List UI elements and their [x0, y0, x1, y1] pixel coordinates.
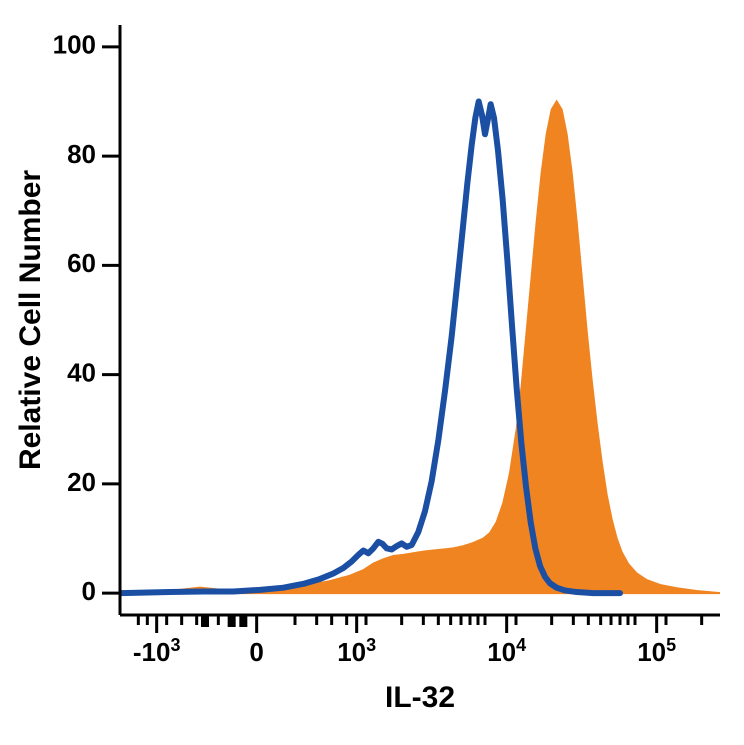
svg-text:100: 100: [53, 30, 96, 60]
svg-text:0: 0: [82, 576, 96, 606]
chart-svg: 020406080100-1030103104105IL-32Relative …: [0, 0, 744, 745]
flow-cytometry-histogram: 020406080100-1030103104105IL-32Relative …: [0, 0, 744, 745]
y-axis-label: Relative Cell Number: [14, 170, 47, 470]
svg-text:80: 80: [67, 139, 96, 169]
svg-text:60: 60: [67, 248, 96, 278]
svg-text:40: 40: [67, 358, 96, 388]
x-axis-label: IL-32: [385, 681, 455, 714]
svg-text:0: 0: [249, 637, 263, 667]
svg-text:20: 20: [67, 467, 96, 497]
